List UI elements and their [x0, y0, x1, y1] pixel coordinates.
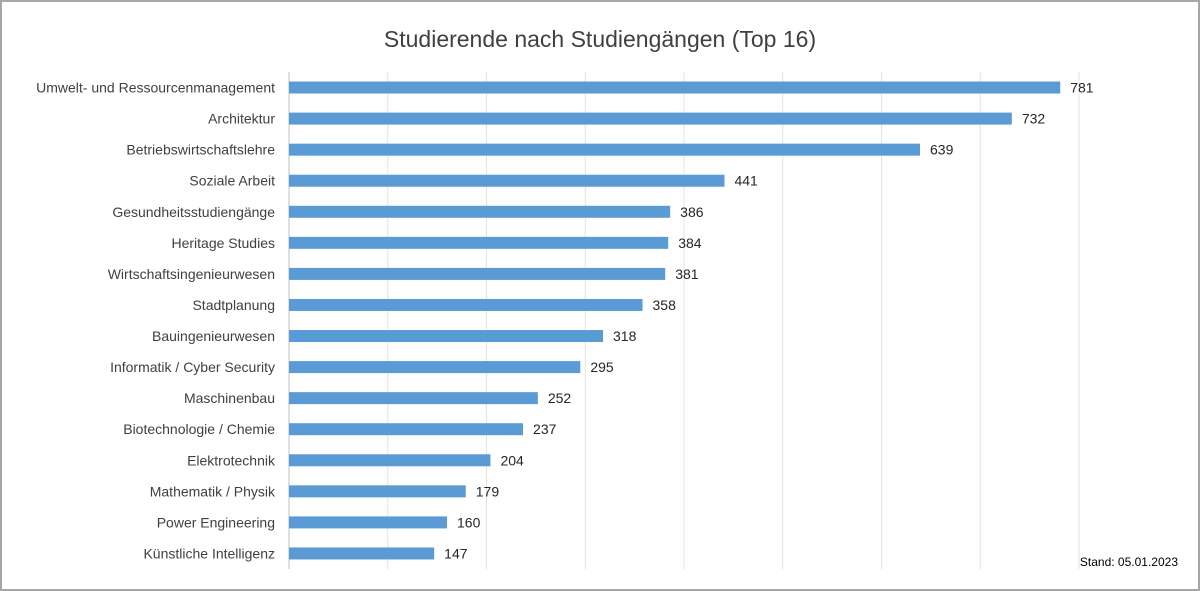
- category-label: Heritage Studies: [171, 235, 275, 251]
- category-label: Elektrotechnik: [187, 452, 276, 468]
- category-label: Stadtplanung: [192, 297, 275, 313]
- category-label: Bauingenieurwesen: [152, 328, 275, 344]
- category-label: Maschinenbau: [184, 390, 275, 406]
- data-label: 179: [476, 483, 500, 499]
- category-label: Wirtschaftsingenieurwesen: [108, 266, 275, 282]
- date-note: Stand: 05.01.2023: [1079, 555, 1178, 569]
- bar: [289, 143, 921, 156]
- data-label: 252: [548, 390, 572, 406]
- data-label: 386: [680, 204, 704, 220]
- category-label: Architektur: [208, 111, 275, 127]
- data-label: 732: [1022, 111, 1046, 127]
- bar: [289, 205, 671, 218]
- category-label: Gesundheitsstudiengänge: [112, 204, 275, 220]
- data-label: 441: [734, 173, 758, 189]
- bar: [289, 112, 1012, 125]
- data-label: 160: [457, 514, 481, 530]
- category-labels: Umwelt- und Ressourcenmanagement Architek…: [36, 80, 276, 562]
- data-label: 147: [444, 545, 468, 561]
- data-label: 384: [678, 235, 702, 251]
- bar: [289, 174, 725, 187]
- bar: [289, 423, 524, 436]
- bars: [289, 81, 1061, 560]
- category-label: Mathematik / Physik: [150, 483, 276, 499]
- bar: [289, 298, 643, 311]
- bar: [289, 485, 466, 498]
- data-label: 237: [533, 421, 557, 437]
- data-label: 381: [675, 266, 699, 282]
- data-label: 358: [653, 297, 677, 313]
- value-labels: 7817326394413863843813583182952522372041…: [444, 80, 1094, 562]
- bar: [289, 267, 666, 280]
- category-label: Soziale Arbeit: [189, 173, 275, 189]
- bar: [289, 361, 581, 374]
- category-label: Biotechnologie / Chemie: [123, 421, 275, 437]
- category-label: Umwelt- und Ressourcenmanagement: [36, 80, 275, 96]
- bar: [289, 547, 435, 560]
- bar: [289, 81, 1061, 94]
- bar: [289, 330, 604, 343]
- data-label: 781: [1070, 80, 1094, 96]
- data-label: 204: [500, 452, 524, 468]
- bar: [289, 392, 538, 405]
- bar: [289, 454, 491, 467]
- data-label: 295: [590, 359, 614, 375]
- bar: [289, 236, 669, 249]
- chart-title: Studierende nach Studiengängen (Top 16): [383, 26, 817, 52]
- data-label: 639: [930, 142, 954, 158]
- category-label: Betriebswirtschaftslehre: [126, 142, 275, 158]
- bar: [289, 516, 447, 529]
- category-label: Power Engineering: [157, 514, 275, 530]
- category-label: Künstliche Intelligenz: [143, 545, 275, 561]
- data-label: 318: [613, 328, 637, 344]
- category-label: Informatik / Cyber Security: [110, 359, 275, 375]
